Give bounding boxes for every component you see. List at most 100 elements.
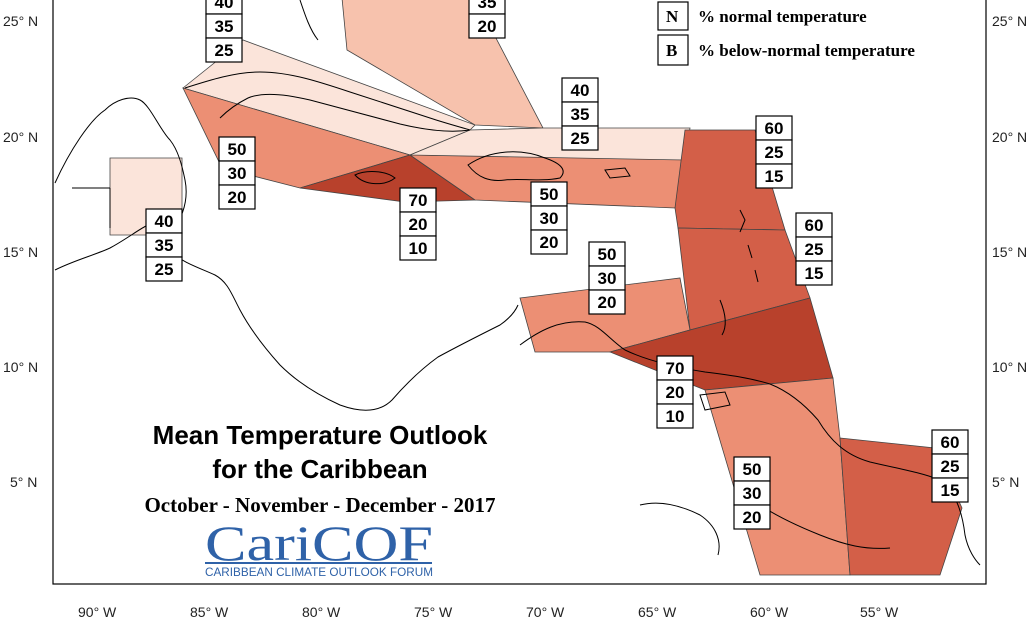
lon-label: 75° W [414, 604, 453, 620]
map-title-line1: Mean Temperature Outlook [153, 420, 488, 450]
prob-box-turks-caicos: 40 35 25 [561, 77, 599, 151]
prob-value: 30 [743, 484, 762, 503]
prob-value: 50 [743, 460, 762, 479]
prob-cell [561, 125, 599, 151]
prob-value: 20 [409, 215, 428, 234]
lat-label-left: 25° N [3, 13, 38, 29]
logo-tagline: CARIBBEAN CLIMATE OUTLOOK FORUM [205, 567, 433, 579]
lon-label: 70° W [526, 604, 565, 620]
prob-box-leeward: 60 25 15 [755, 115, 793, 189]
prob-cell [733, 504, 771, 530]
legend-text-normal: % normal temperature [698, 7, 867, 26]
prob-box-guyana: 50 30 20 [733, 456, 771, 530]
prob-cell [795, 212, 833, 238]
prob-value: 50 [228, 140, 247, 159]
prob-value: 20 [478, 17, 497, 36]
lat-label-left: 10° N [3, 359, 38, 375]
prob-value: 30 [228, 164, 247, 183]
prob-value: 70 [409, 191, 428, 210]
prob-value: 35 [155, 236, 174, 255]
prob-value: 15 [805, 264, 824, 283]
prob-cell [733, 480, 771, 506]
prob-value: 50 [598, 245, 617, 264]
prob-value: 25 [941, 457, 960, 476]
lat-label-right: 15° N [992, 244, 1027, 260]
lon-label: 55° W [860, 604, 899, 620]
prob-cell [530, 181, 568, 207]
lon-label: 60° W [750, 604, 789, 620]
prob-cell [205, 37, 243, 63]
prob-cell [145, 256, 183, 282]
lat-label-left: 20° N [3, 129, 38, 145]
prob-cell [205, 13, 243, 39]
prob-cell [931, 453, 969, 479]
prob-value: 60 [765, 119, 784, 138]
prob-cell [399, 187, 437, 213]
latitude-axis: 25° N 20° N 15° N 10° N 5° N 25° N 20° N… [3, 13, 1027, 490]
prob-value: 40 [571, 81, 590, 100]
prob-value: 25 [765, 143, 784, 162]
caricof-logo: CariCOF CARIBBEAN CLIMATE OUTLOOK FORUM [205, 515, 433, 579]
prob-value: 25 [805, 240, 824, 259]
prob-cell [218, 136, 256, 162]
prob-value: 70 [666, 359, 685, 378]
prob-value: 35 [571, 105, 590, 124]
logo-wordmark: CariCOF [205, 515, 433, 571]
prob-value: 35 [478, 0, 497, 12]
prob-box-trinidad: 70 20 10 [656, 355, 694, 429]
prob-cell [588, 265, 626, 291]
prob-value: 30 [540, 209, 559, 228]
lat-label-right: 5° N [992, 474, 1019, 490]
prob-cell [561, 77, 599, 103]
prob-value: 20 [598, 293, 617, 312]
prob-cell [795, 236, 833, 262]
prob-cell [399, 235, 437, 261]
legend-key-normal: N [666, 7, 679, 26]
prob-box-suriname: 60 25 15 [931, 429, 969, 503]
prob-value: 35 [215, 17, 234, 36]
prob-cell [468, 13, 506, 39]
prob-value: 15 [765, 167, 784, 186]
region-bahamas-east [341, 0, 544, 129]
lon-label: 80° W [302, 604, 341, 620]
lat-label-right: 25° N [992, 13, 1027, 29]
prob-value: 30 [598, 269, 617, 288]
prob-cell [795, 260, 833, 286]
prob-cell [656, 403, 694, 429]
prob-box-bahamas-west: 40 35 25 [205, 0, 243, 63]
lat-label-right: 10° N [992, 359, 1027, 375]
prob-box-cayman: 50 30 20 [218, 136, 256, 210]
prob-value: 10 [666, 407, 685, 426]
prob-value: 25 [155, 260, 174, 279]
prob-value: 40 [155, 212, 174, 231]
lon-label: 65° W [638, 604, 677, 620]
prob-value: 20 [666, 383, 685, 402]
legend: N % normal temperature B % below-normal … [657, 1, 915, 66]
lat-label-left: 15° N [3, 244, 38, 260]
prob-box-hispaniola: 50 30 20 [530, 181, 568, 255]
prob-box-windward: 60 25 15 [795, 212, 833, 286]
prob-box-belize: 40 35 25 [145, 208, 183, 282]
prob-cell [588, 289, 626, 315]
prob-cell [733, 456, 771, 482]
prob-value: 10 [409, 239, 428, 258]
prob-value: 15 [941, 481, 960, 500]
prob-value: 20 [228, 188, 247, 207]
lat-label-left: 5° N [10, 474, 37, 490]
legend-key-box [657, 34, 689, 66]
longitude-axis: 90° W 85° W 80° W 75° W 70° W 65° W 60° … [78, 604, 899, 620]
prob-cell [145, 232, 183, 258]
prob-value: 20 [743, 508, 762, 527]
prob-cell [755, 163, 793, 189]
map-title-line2: for the Caribbean [212, 454, 427, 484]
prob-value: 60 [941, 433, 960, 452]
prob-value: 25 [571, 129, 590, 148]
legend-text-below: % below-normal temperature [698, 41, 915, 60]
prob-cell [218, 160, 256, 186]
prob-cell [931, 477, 969, 503]
prob-value: 50 [540, 185, 559, 204]
prob-cell [145, 208, 183, 234]
lon-label: 85° W [190, 604, 229, 620]
